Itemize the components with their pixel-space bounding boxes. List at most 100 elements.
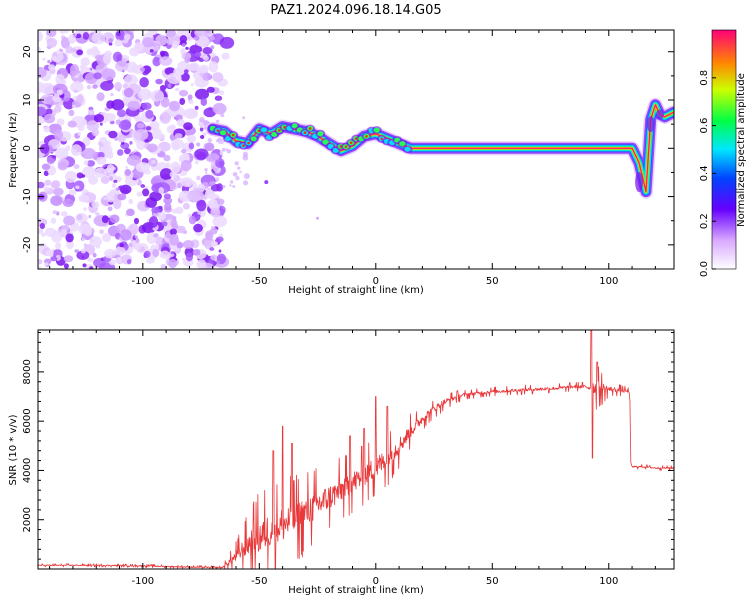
noise-blob — [48, 104, 52, 109]
noise-blob — [95, 212, 100, 216]
ridge-blob-core — [271, 132, 278, 138]
noise-blob — [212, 215, 228, 228]
noise-blob — [207, 199, 219, 209]
noise-blob — [216, 260, 221, 265]
noise-blob — [68, 109, 75, 117]
noise-blob — [188, 62, 200, 71]
noise-blob — [62, 198, 74, 208]
noise-blob — [210, 36, 216, 41]
noise-blob — [86, 160, 96, 167]
noise-blob — [226, 149, 232, 154]
colorbar-ticks: 0.0 0.2 0.4 0.6 0.8 — [699, 70, 716, 277]
noise-blob — [74, 249, 79, 253]
ridge-blob-core — [291, 123, 298, 129]
colorbar-label: Normalized spectral amplitude — [736, 73, 747, 227]
noise-blob — [99, 146, 110, 154]
noise-blob — [215, 158, 225, 168]
noise-blob — [79, 64, 86, 70]
noise-blob — [155, 34, 168, 47]
ridge-end-feature — [635, 172, 644, 193]
noise-blob — [182, 43, 186, 48]
noise-blob — [177, 182, 182, 189]
x-tick-label: -50 — [251, 576, 267, 587]
noise-blob — [76, 33, 82, 39]
noise-blob — [235, 176, 240, 181]
noise-blob — [214, 156, 220, 161]
noise-blob — [193, 187, 199, 192]
colorbar-tick-label: 0.2 — [699, 213, 710, 229]
noise-blob — [147, 30, 158, 36]
noise-blob — [215, 139, 219, 143]
noise-blob — [54, 104, 62, 113]
noise-blob — [73, 180, 85, 192]
noise-blob — [107, 206, 113, 212]
noise-blob — [101, 233, 112, 243]
noise-blob — [110, 92, 114, 97]
noise-blob — [221, 52, 230, 60]
snr-y-ticks: 2000 4000 6000 8000 — [22, 331, 674, 560]
noise-blob — [155, 244, 160, 249]
y-tick-label: -20 — [22, 237, 33, 253]
noise-blob — [204, 142, 215, 152]
noise-blob — [88, 175, 99, 185]
noise-blob — [222, 185, 226, 189]
noise-blob — [117, 149, 124, 156]
noise-blob — [146, 257, 155, 264]
noise-blob — [194, 30, 206, 37]
snr-series-line — [38, 330, 674, 569]
noise-blob — [140, 184, 146, 188]
noise-blob — [118, 119, 132, 131]
noise-blob — [81, 153, 86, 157]
noise-blob — [106, 100, 115, 109]
noise-blob — [184, 180, 191, 186]
isolated-blob — [316, 216, 320, 220]
noise-blob — [186, 108, 198, 119]
noise-blob — [80, 119, 88, 126]
x-tick-label: 0 — [373, 276, 379, 287]
noise-blob — [187, 189, 204, 202]
noise-blob — [188, 99, 194, 105]
noise-blob — [67, 120, 77, 128]
noise-blob — [96, 92, 105, 102]
x-tick-label: 100 — [599, 576, 618, 587]
x-tick-label: -100 — [131, 576, 154, 587]
noise-blob — [210, 45, 215, 50]
noise-blob — [151, 128, 162, 140]
noise-blob — [199, 72, 204, 77]
spectrogram-x-label: Height of straight line (km) — [288, 285, 424, 296]
noise-blob — [96, 156, 107, 165]
noise-blob — [39, 143, 50, 154]
ridge-blob-peak — [242, 144, 245, 147]
noise-blob — [218, 249, 222, 253]
noise-blob — [181, 257, 186, 261]
noise-blob — [176, 241, 184, 249]
noise-blob — [207, 138, 212, 143]
noise-blob — [163, 197, 173, 205]
noise-blob — [38, 106, 47, 117]
noise-blob — [185, 46, 189, 50]
noise-blob — [239, 170, 242, 174]
noise-blob — [82, 166, 96, 178]
noise-blob — [194, 88, 210, 100]
noise-blob — [212, 72, 224, 83]
noise-blob — [74, 80, 80, 85]
noise-blob — [213, 167, 218, 172]
noise-blob — [170, 251, 175, 255]
noise-blob — [69, 82, 84, 93]
x-tick-label: -100 — [131, 276, 154, 287]
noise-blob — [76, 49, 84, 56]
noise-blob — [114, 246, 126, 256]
noise-blob — [133, 129, 149, 141]
noise-blob — [99, 229, 104, 235]
noise-blob — [43, 262, 49, 266]
noise-blob — [50, 256, 58, 262]
noise-blob — [136, 122, 145, 129]
noise-blob — [171, 208, 179, 214]
noise-blob — [133, 217, 140, 225]
noise-blob — [169, 228, 177, 236]
noise-blob — [50, 195, 63, 206]
noise-blob — [153, 45, 160, 51]
noise-blob — [212, 102, 227, 115]
noise-blob — [158, 141, 171, 152]
